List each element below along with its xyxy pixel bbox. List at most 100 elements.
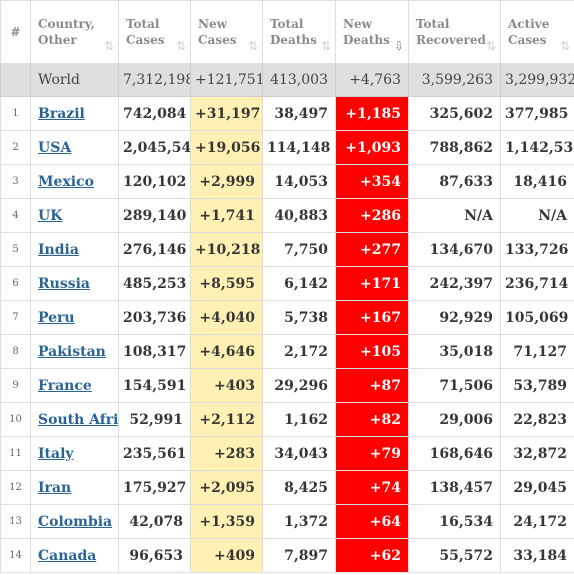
country-link[interactable]: Colombia (38, 513, 113, 530)
total-deaths-cell: 2,172 (262, 334, 336, 369)
country-cell: Pakistan (30, 334, 119, 369)
new-deaths-cell: +64 (335, 504, 409, 539)
country-cell: Mexico (30, 164, 119, 199)
header-total-deaths-line1: Total (270, 17, 304, 31)
total-recovered-cell: 134,670 (408, 232, 501, 267)
header-new-deaths-line2: Deaths (343, 33, 390, 47)
country-link[interactable]: France (38, 377, 92, 394)
new-deaths-cell: +62 (335, 538, 409, 573)
total-deaths-cell: 7,750 (262, 232, 336, 267)
total-cases-cell: 203,736 (118, 300, 191, 335)
total-cases-cell: 120,102 (118, 164, 191, 199)
header-total-deaths[interactable]: Total Deaths ⇅ (262, 0, 336, 64)
new-cases-cell: +2,095 (190, 470, 263, 505)
table-row: 12 Iran 175,927 +2,095 8,425 +74 138,457 29,045 (0, 470, 574, 505)
row-index-cell: 13 (0, 504, 31, 539)
new-deaths-cell: +87 (335, 368, 409, 403)
table-row: 9 France 154,591 +403 29,296 +87 71,506 53,789 (0, 368, 574, 403)
sort-icon[interactable]: ⇅ (175, 39, 186, 53)
new-deaths-cell: +1,093 (335, 130, 409, 165)
world-new-deaths-cell: +4,763 (335, 63, 409, 97)
table-row: 3 Mexico 120,102 +2,999 14,053 +354 87,633 18,4… (0, 164, 574, 199)
sort-icon[interactable]: ⇅ (559, 39, 570, 53)
table-row: 13 Colombia 42,078 +1,359 1,372 +64 16,534 24,1… (0, 504, 574, 539)
new-cases-cell: +283 (190, 436, 263, 471)
header-active-cases-line2: Cases (508, 33, 547, 47)
table-row: 10 South Africa52,991+2,1121,162+8229,006… (0, 402, 574, 437)
total-deaths-cell: 40,883 (262, 198, 336, 233)
country-link[interactable]: Canada (38, 547, 97, 564)
total-cases-cell: 175,927 (118, 470, 191, 505)
header-total-cases[interactable]: Total Cases ⇅ (118, 0, 191, 64)
total-recovered-cell: 87,633 (408, 164, 501, 199)
total-deaths-cell: 8,425 (262, 470, 336, 505)
country-link[interactable]: South Africa (38, 411, 119, 428)
new-deaths-cell: +277 (335, 232, 409, 267)
country-link[interactable]: Iran (38, 479, 72, 496)
total-cases-cell: 154,591 (118, 368, 191, 403)
country-link[interactable]: Pakistan (38, 343, 106, 360)
sort-icon[interactable]: ⇅ (485, 39, 496, 53)
active-cases-cell: 105,069 (500, 300, 574, 335)
country-link[interactable]: USA (38, 139, 72, 156)
country-cell: UK (30, 198, 119, 233)
header-new-cases[interactable]: New Cases ⇅ (190, 0, 263, 64)
total-recovered-cell: 29,006 (408, 402, 501, 437)
header-active-cases-line1: Active (508, 17, 550, 31)
header-new-cases-line2: Cases (198, 33, 237, 47)
header-new-deaths[interactable]: New Deaths ⇩ (335, 0, 409, 64)
total-cases-cell: 485,253 (118, 266, 191, 301)
country-link[interactable]: Mexico (38, 173, 94, 190)
country-cell: India (30, 232, 119, 267)
sort-icon[interactable]: ⇅ (247, 39, 258, 53)
header-total-recovered[interactable]: Total Recovered ⇅ (408, 0, 501, 64)
country-link[interactable]: Peru (38, 309, 75, 326)
country-cell: Colombia (30, 504, 119, 539)
total-cases-cell: 2,045,549 (118, 130, 191, 165)
country-link[interactable]: India (38, 241, 79, 258)
total-cases-cell: 42,078 (118, 504, 191, 539)
total-deaths-cell: 1,162 (262, 402, 336, 437)
total-deaths-cell: 29,296 (262, 368, 336, 403)
country-cell: South Africa (30, 402, 119, 437)
country-link[interactable]: Russia (38, 275, 90, 292)
table-row: 2 USA 2,045,549+19,056114,148+1,093788,862… (0, 130, 574, 165)
new-deaths-cell: +74 (335, 470, 409, 505)
row-index-cell: 3 (0, 164, 31, 199)
sort-icon[interactable]: ⇅ (103, 39, 114, 53)
new-cases-cell: +403 (190, 368, 263, 403)
active-cases-cell: 22,823 (500, 402, 574, 437)
row-index-cell: 6 (0, 266, 31, 301)
table-row: 6 Russia 485,253 +8,595 6,142 +171 242,397 236,… (0, 266, 574, 301)
total-recovered-cell: 16,534 (408, 504, 501, 539)
world-new-cases-cell: +121,751 (190, 63, 263, 97)
row-index-cell: 8 (0, 334, 31, 369)
row-index-cell: 7 (0, 300, 31, 335)
country-link[interactable]: Brazil (38, 105, 85, 122)
row-index-cell: 14 (0, 538, 31, 573)
total-deaths-cell: 34,043 (262, 436, 336, 471)
table-row: 7 Peru 203,736 +4,040 5,738 +167 92,929 105,069 (0, 300, 574, 335)
country-link[interactable]: UK (38, 207, 63, 224)
total-deaths-cell: 38,497 (262, 96, 336, 131)
active-cases-cell: 33,184 (500, 538, 574, 573)
active-cases-cell: 236,714 (500, 266, 574, 301)
table-row: 4 UK 289,140 +1,741 40,883 +286 N/A N/A (0, 198, 574, 233)
new-cases-cell: +8,595 (190, 266, 263, 301)
total-cases-cell: 289,140 (118, 198, 191, 233)
header-country[interactable]: Country, Other ⇅ (30, 0, 119, 64)
new-deaths-cell: +354 (335, 164, 409, 199)
sort-descending-icon[interactable]: ⇩ (393, 39, 404, 53)
total-deaths-cell: 7,897 (262, 538, 336, 573)
header-total-cases-line2: Cases (126, 33, 165, 47)
sort-icon[interactable]: ⇅ (320, 39, 331, 53)
header-new-deaths-line1: New (343, 17, 372, 31)
active-cases-cell: 24,172 (500, 504, 574, 539)
world-country-cell: World (30, 63, 119, 97)
header-active-cases[interactable]: Active Cases ⇅ (500, 0, 574, 64)
header-total-deaths-line2: Deaths (270, 33, 317, 47)
total-deaths-cell: 5,738 (262, 300, 336, 335)
total-recovered-cell: 55,572 (408, 538, 501, 573)
country-link[interactable]: Italy (38, 445, 74, 462)
